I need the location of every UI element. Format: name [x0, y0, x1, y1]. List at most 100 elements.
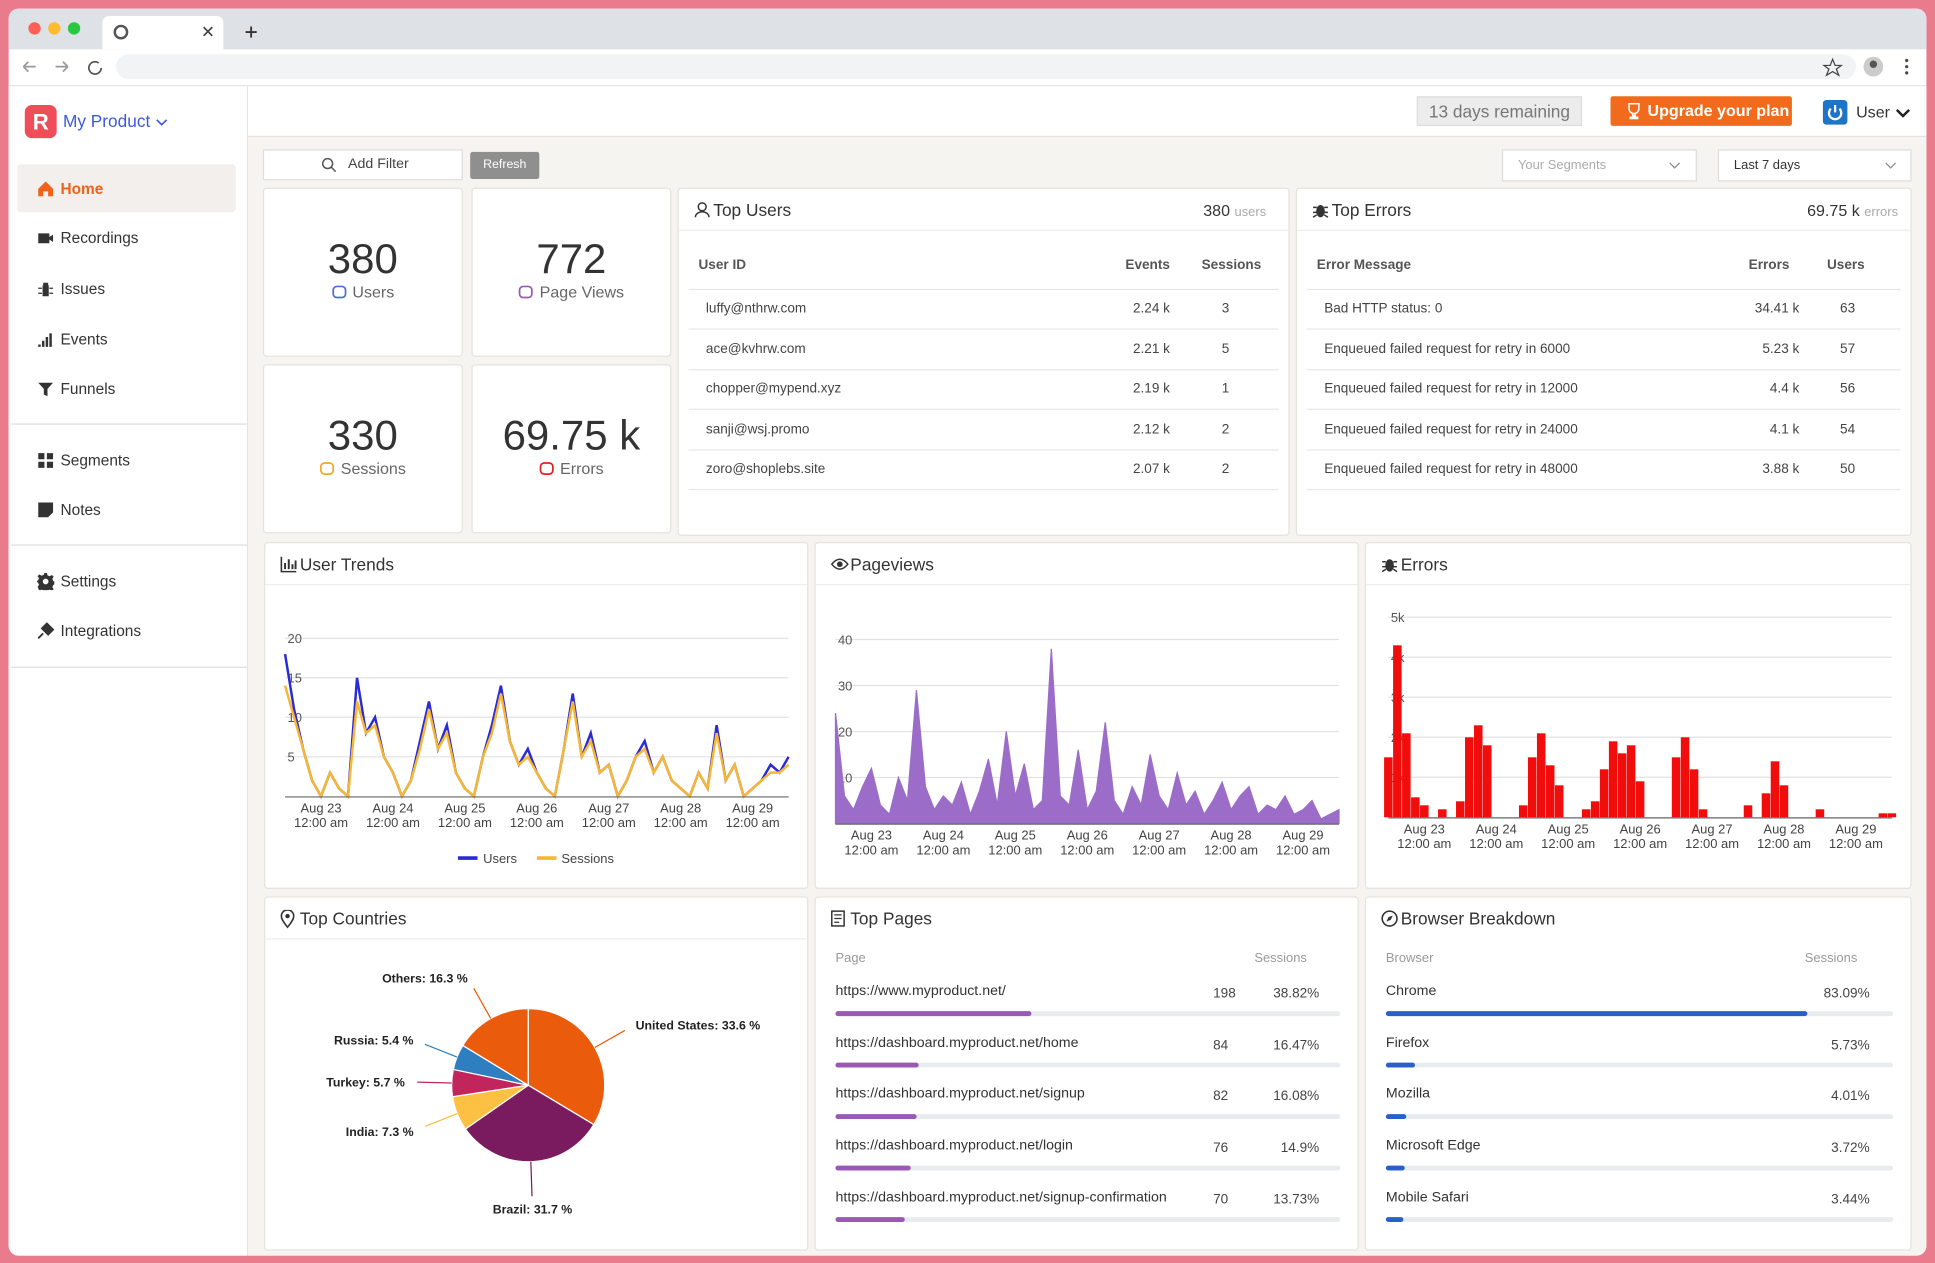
pageviews-panel: Pageviews 10 20 30 40 Aug 23 12:00 am Aug 24 … [814, 541, 1359, 889]
pie-slice [464, 1084, 595, 1163]
table-cell: 3 [1221, 301, 1230, 317]
range-dropdown[interactable]: Last 7 days [1717, 149, 1912, 182]
logo-letter: R [33, 110, 49, 135]
column-header: Page [835, 950, 866, 966]
nav-item[interactable]: Notes [60, 501, 101, 519]
user-menu[interactable]: User [1856, 102, 1890, 121]
bar [1617, 753, 1627, 818]
nav-item[interactable]: Recordings [60, 229, 139, 247]
leader-line [530, 1161, 533, 1197]
row-divider [1306, 368, 1901, 370]
nav-item[interactable]: Segments [60, 451, 130, 470]
row-count: 76 [1213, 1140, 1229, 1156]
row-label: https://dashboard.myproduct.net/signup-c… [835, 1189, 1167, 1205]
table-cell: 2 [1221, 461, 1230, 477]
stat-card: 69.75 k Errors [471, 364, 672, 534]
nav-item[interactable]: Funnels [60, 380, 116, 398]
top-errors-panel: Top Errors 69.75 k errors Error Message E… [1295, 187, 1912, 536]
row-label: https://dashboard.myproduct.net/home [835, 1035, 1079, 1051]
bar [1402, 733, 1411, 818]
stat-icon [539, 462, 554, 475]
tab-close[interactable] [203, 26, 213, 37]
add-filter[interactable]: Add Filter [262, 149, 463, 181]
nav-item[interactable]: Home [60, 180, 104, 198]
nav-item[interactable]: Events [60, 330, 108, 349]
row-share: 4.01% [1831, 1089, 1870, 1105]
close-dot[interactable] [28, 22, 41, 35]
nav-item[interactable]: Integrations [60, 622, 142, 640]
power-icon [1822, 100, 1848, 125]
bar [835, 1165, 911, 1171]
nav-item[interactable]: Settings [60, 572, 117, 591]
table-cell: 2 [1221, 421, 1230, 437]
bar [1456, 801, 1465, 818]
icon-shape [38, 453, 54, 468]
legend-label: Sessions [561, 851, 614, 867]
y-tick-label: 40 [838, 632, 852, 647]
forward[interactable] [55, 61, 69, 73]
stat-label: Users [352, 282, 395, 302]
stat-icon [519, 285, 534, 299]
bar [1815, 809, 1825, 818]
icon-shape [38, 382, 54, 397]
maximize-dot[interactable] [67, 22, 81, 35]
refresh-button[interactable]: Refresh [470, 151, 540, 180]
stat-label-row: Users [264, 282, 461, 302]
x-tick-label: Aug 26 12:00 am [509, 801, 564, 831]
table-cell: 3.88 k [1762, 461, 1800, 477]
menu-dot[interactable] [1905, 58, 1909, 63]
row-count: 82 [1213, 1089, 1229, 1105]
nav-item[interactable]: Issues [60, 280, 106, 298]
pie-label: Others: 16.3 % [382, 972, 468, 986]
stat-value: 772 [536, 235, 607, 283]
upgrade-button[interactable]: Upgrade your plan [1610, 96, 1792, 126]
back[interactable] [22, 61, 36, 73]
row-count: 84 [1213, 1037, 1229, 1053]
product-name[interactable]: My Product [62, 111, 151, 131]
top-countries-panel: Top Countries United States: 33.6 % Brazi… [264, 896, 809, 1251]
y-tick-label: 30 [838, 678, 852, 693]
user-trends-panel: User Trends 5 10 15 20 Aug 23 12:00 am Aug 24… [264, 541, 809, 889]
tab[interactable] [102, 16, 224, 50]
x-tick-label: Aug 27 12:00 am [1132, 828, 1187, 859]
reload[interactable] [88, 60, 103, 75]
bar [1743, 805, 1753, 818]
nav-icon [37, 622, 55, 639]
bar-track [1385, 1165, 1894, 1171]
nav-icon [38, 181, 54, 197]
column-header: Sessions [1201, 258, 1262, 273]
table-cell: 54 [1840, 421, 1856, 437]
panel-title: Top Users [713, 200, 792, 220]
icon-shape [38, 233, 54, 244]
stat-icon [320, 462, 335, 475]
address-bar[interactable] [116, 54, 1857, 80]
table-cell: 5.23 k [1762, 341, 1800, 357]
bar [1527, 757, 1537, 818]
row-divider [1306, 408, 1901, 410]
tab-bar [8, 8, 1927, 50]
column-header: Errors [1748, 258, 1790, 273]
segments-dropdown[interactable]: Your Segments [1501, 149, 1697, 182]
x-tick-label: Aug 26 12:00 am [1060, 828, 1115, 859]
stat-value: 380 [327, 235, 398, 283]
dropdown-chevron [1885, 162, 1897, 169]
table-cell: chopper@mypend.xyz [705, 381, 842, 397]
column-header: Browser [1385, 950, 1434, 966]
tab-icon [113, 24, 129, 40]
table-cell: 50 [1840, 461, 1856, 477]
new-tab[interactable] [245, 26, 257, 38]
bar [1698, 809, 1708, 818]
y-tick-label: 15 [288, 671, 302, 686]
minimize-dot[interactable] [48, 22, 61, 35]
table-cell: Enqueued failed request for retry in 480… [1324, 461, 1578, 477]
bookmark[interactable] [1822, 57, 1844, 77]
panel-icon [830, 558, 849, 570]
pie-label: Brazil: 31.7 % [493, 1203, 573, 1217]
bar [1385, 1114, 1407, 1120]
trial-badge: 13 days remaining [1416, 96, 1583, 126]
row-label: https://dashboard.myproduct.net/signup [835, 1086, 1085, 1102]
x-tick-label: Aug 23 12:00 am [294, 801, 349, 831]
total-unit: errors [1864, 204, 1899, 220]
